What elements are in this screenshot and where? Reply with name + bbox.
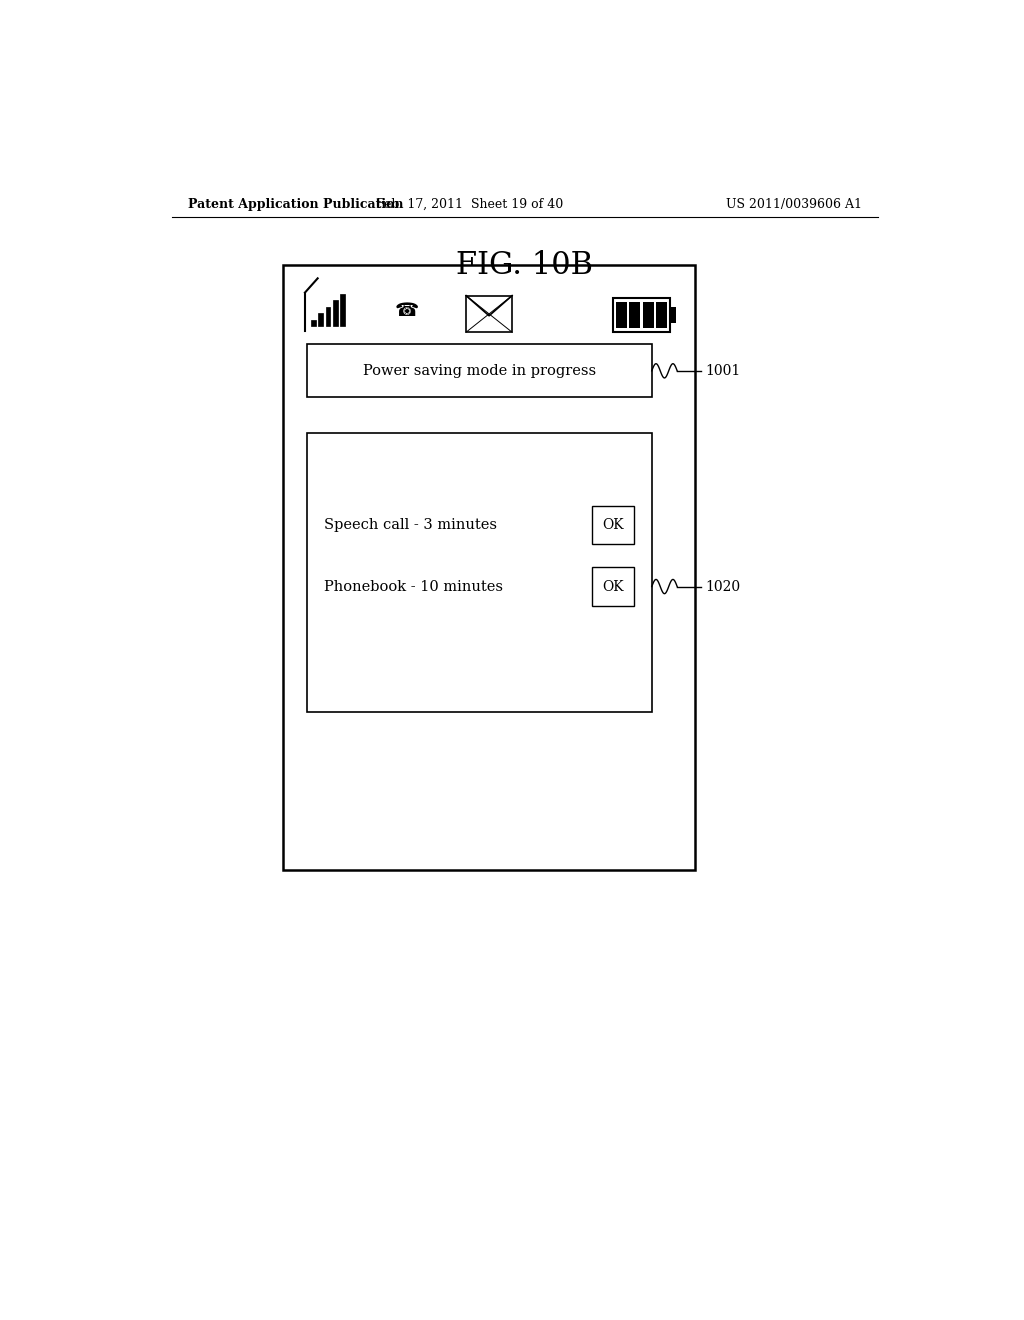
Text: Speech call - 3 minutes: Speech call - 3 minutes xyxy=(324,517,497,532)
Text: OK: OK xyxy=(602,579,624,594)
Text: 1020: 1020 xyxy=(705,579,740,594)
Bar xyxy=(311,319,316,326)
Bar xyxy=(592,506,634,544)
Bar xyxy=(466,296,512,333)
Bar xyxy=(283,265,695,870)
Text: OK: OK xyxy=(602,517,624,532)
Text: 1001: 1001 xyxy=(705,364,740,378)
Bar xyxy=(613,297,670,333)
Text: US 2011/0039606 A1: US 2011/0039606 A1 xyxy=(726,198,862,211)
Bar xyxy=(616,302,627,329)
Bar xyxy=(656,302,667,329)
Text: Patent Application Publication: Patent Application Publication xyxy=(187,198,403,211)
Bar xyxy=(670,308,676,322)
Bar xyxy=(326,306,331,326)
Bar xyxy=(592,568,634,606)
Text: Feb. 17, 2011  Sheet 19 of 40: Feb. 17, 2011 Sheet 19 of 40 xyxy=(376,198,563,211)
Bar xyxy=(630,302,640,329)
Bar xyxy=(318,313,324,326)
Bar xyxy=(333,300,338,326)
Text: ☎: ☎ xyxy=(394,301,419,321)
Text: Phonebook - 10 minutes: Phonebook - 10 minutes xyxy=(324,579,503,594)
Bar xyxy=(643,302,653,329)
Text: FIG. 10B: FIG. 10B xyxy=(457,249,593,281)
Bar xyxy=(306,433,652,713)
Text: Power saving mode in progress: Power saving mode in progress xyxy=(362,364,596,378)
Bar xyxy=(306,345,652,397)
Bar xyxy=(340,293,345,326)
